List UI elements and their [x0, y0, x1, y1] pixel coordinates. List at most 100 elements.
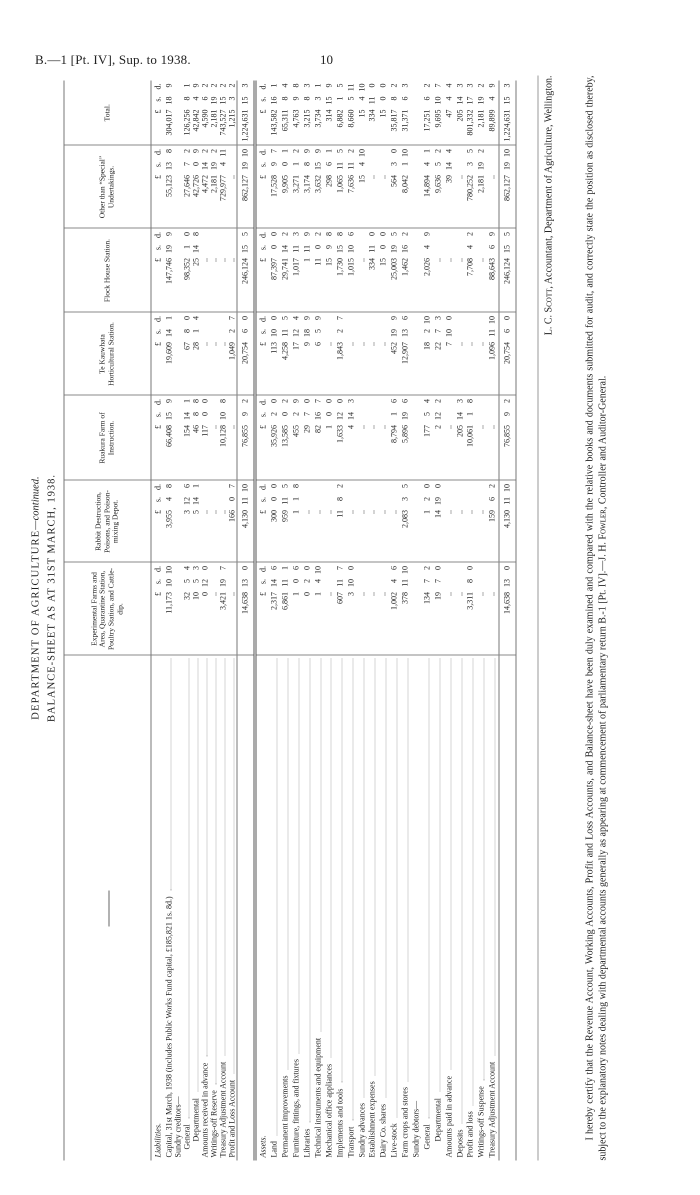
amount-d-empty [210, 316, 218, 329]
amount-d-empty [445, 399, 453, 412]
unit-pounds: £ [152, 341, 162, 346]
amount-shillings: 1 [334, 96, 344, 100]
value-cell: 65,311 8 4 [279, 80, 291, 145]
amount: 14,638 13 0 [240, 566, 249, 652]
unit-pence: d. [257, 83, 267, 89]
row-label: General [422, 658, 431, 1158]
unit-shillings: s. [257, 328, 267, 334]
total-cell: 1,224,631 15 3 [498, 80, 516, 145]
amount-pounds: 35,817 [389, 109, 399, 131]
column-header-rabbit: Rabbit Destruction, Poisons, and Poison-… [63, 480, 151, 562]
total-cell: 14,638 13 0 [498, 562, 516, 655]
amount-d-empty [456, 566, 464, 579]
amount-d-empty [314, 484, 322, 497]
amount-pence: 9 [302, 148, 312, 153]
amount-pence: 9 [191, 83, 200, 87]
amount: .. [378, 149, 387, 225]
amount-shillings: 4 [218, 161, 227, 166]
value-cell: .. [454, 480, 466, 562]
amount-pence: 0 [240, 315, 249, 320]
liabilities-heading-row: Liabilities. £ s. d. £ s. d. £ s. d. £ s. d. £ s. d. £ s.… [150, 80, 164, 1160]
amount-shillings: 14 [454, 411, 464, 420]
amount-s-empty [228, 412, 236, 425]
amount-shillings: 6 [200, 96, 209, 100]
amount: 25 14 8 [191, 232, 200, 309]
liabilities-row: Treasury Adjustment Account 3,421 19 7.. 10,… [218, 80, 227, 1160]
amount-d-empty [219, 232, 227, 245]
amount-shillings: 6 [421, 96, 431, 100]
value-cell: .. [454, 145, 466, 228]
value-cell [173, 312, 182, 395]
amount-pence: 10 [487, 315, 497, 324]
row-label: Deposits [455, 658, 464, 1157]
amount-pence: 0 [269, 398, 279, 403]
amount-pounds: 780,252 [465, 174, 475, 201]
value-cell: 89,899 4 9 [486, 80, 499, 145]
balance-sheet-table: Experimental Farms and Area, Quarantine … [63, 80, 516, 1160]
amount: .. [209, 399, 218, 477]
amount-shillings: 16 [269, 96, 279, 104]
value-cell: 9,905 0 1 [279, 145, 291, 228]
amount: 15 0 0 [378, 232, 387, 309]
amount-pence: 1 [323, 148, 333, 153]
amount-pounds: 3,955 [164, 509, 173, 528]
amount-pence: 2 [182, 148, 191, 153]
value-cell: 177 5 4 [421, 395, 433, 480]
amount-shillings: 2 [421, 496, 431, 501]
amount-pounds: 1 [313, 591, 322, 596]
value-cell: 7,708 4 2 [465, 228, 476, 312]
value-cell: 1,462 16 2 [399, 228, 411, 312]
amount-shillings: 1 [291, 161, 301, 166]
value-cell [173, 395, 182, 480]
amount: 1,633 12 0 [335, 399, 344, 477]
amount-d-empty [358, 484, 366, 497]
amount-nil: .. [323, 591, 333, 596]
amount: .. [357, 484, 366, 559]
unit-pounds: £ [257, 341, 267, 346]
amount-pounds: 177 [421, 424, 431, 437]
value-cell: 39 14 4 [443, 145, 455, 228]
row-label-cell: Technical instruments and equipment [313, 655, 324, 1160]
amount: 7,708 4 2 [465, 232, 475, 309]
leader-dots [326, 658, 332, 1058]
amount-pence: 2 [345, 148, 355, 153]
value-cell: 10,128 10 8 [218, 395, 227, 480]
row-label-cell: Furniture, fittings, and fixtures [291, 655, 302, 1160]
amount-pence: 3 [454, 398, 464, 403]
amount: 8,660 5 11 [346, 83, 355, 142]
value-cell: 126,256 8 1 [182, 80, 191, 145]
amount-nil: .. [443, 257, 453, 262]
amount: 564 3 0 [389, 149, 398, 225]
amount-pounds: 55,123 [164, 174, 173, 197]
amount: 2 12 2 [433, 399, 442, 477]
amount-pounds: 246,124 [240, 257, 249, 284]
value-cell: 452 19 9 [388, 312, 400, 395]
amount-d-empty [466, 316, 474, 329]
amount-d-empty [358, 232, 366, 245]
amount-nil: .. [454, 341, 464, 346]
amount-pence: 2 [200, 83, 209, 87]
amount-s-empty [379, 329, 387, 342]
amount: 862,127 19 10 [502, 149, 511, 225]
amount-shillings: 14 [454, 96, 464, 104]
liabilities-row: Amounts received in advance 0 12 0.. 117 0 0..… [200, 80, 209, 1160]
value-cell: .. [443, 395, 455, 480]
amount-shillings: 4 [465, 244, 475, 249]
amount: 3,632 15 9 [313, 149, 322, 225]
value-cell: 314 15 9 [323, 80, 335, 145]
signature-name: L. C. Scott [543, 288, 554, 335]
amount-nil: .. [454, 174, 464, 179]
amount: 1,215 3 2 [227, 83, 236, 142]
amount-shillings: 10 [345, 244, 355, 253]
value-cell: 28 1 4 [191, 312, 200, 395]
amount-nil: .. [200, 257, 209, 262]
amount-pounds: 9,905 [280, 174, 290, 193]
amount: 18 2 10 [422, 316, 431, 392]
amount-pence: 2 [209, 148, 218, 153]
amount-shillings: 11 [302, 244, 312, 253]
unit-pence: d. [152, 565, 162, 572]
amount-nil: .. [302, 509, 312, 514]
amount: 2,181 19 2 [209, 148, 218, 225]
amount-nil: .. [476, 591, 486, 596]
amount-pence: 0 [345, 565, 355, 570]
